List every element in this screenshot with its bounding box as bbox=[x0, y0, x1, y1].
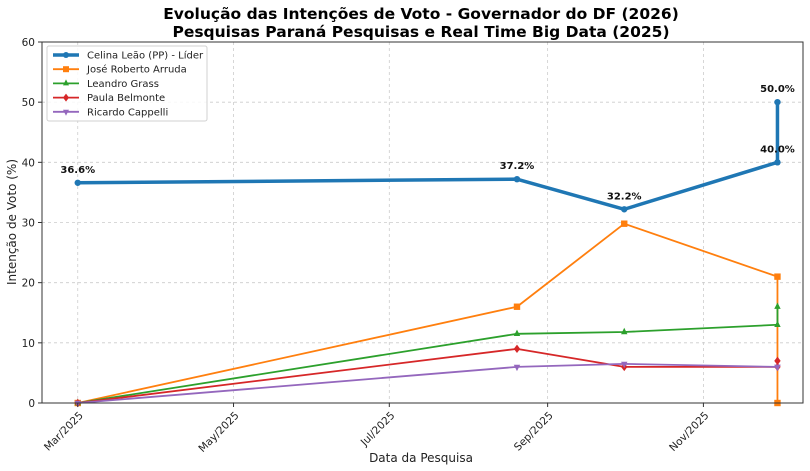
y-tick-label: 30 bbox=[22, 218, 35, 230]
chart-subtitle: Pesquisas Paraná Pesquisas e Real Time B… bbox=[172, 23, 669, 41]
x-axis-label: Data da Pesquisa bbox=[369, 451, 473, 465]
data-point bbox=[774, 356, 781, 366]
data-point bbox=[74, 179, 81, 186]
data-point bbox=[513, 344, 521, 354]
legend-label: Leandro Grass bbox=[87, 79, 159, 90]
series-celina-leao-pp-lider bbox=[74, 98, 781, 213]
data-point bbox=[513, 303, 521, 310]
legend-item: Paula Belmonte bbox=[53, 93, 165, 104]
x-tick-label: May/2025 bbox=[196, 410, 241, 455]
x-tick-label: Sep/2025 bbox=[512, 410, 556, 454]
data-point bbox=[774, 273, 781, 280]
y-axis-ticks: 0 10 20 30 40 50 60 bbox=[22, 37, 42, 410]
y-tick-label: 20 bbox=[22, 278, 35, 290]
series-jose-roberto-arruda bbox=[74, 220, 781, 407]
series-leandro-grass bbox=[74, 302, 781, 406]
data-point bbox=[621, 206, 628, 213]
data-point bbox=[63, 66, 69, 73]
data-point bbox=[621, 220, 628, 227]
data-label: 36.6% bbox=[60, 165, 95, 176]
data-point bbox=[774, 302, 781, 309]
data-point bbox=[63, 109, 69, 116]
data-point bbox=[621, 361, 628, 369]
data-point bbox=[774, 98, 781, 106]
x-tick-label: Jul/2025 bbox=[358, 410, 398, 450]
data-label: 50.0% bbox=[760, 84, 795, 95]
data-label: 40.0% bbox=[760, 144, 795, 155]
series-paula-belmonte bbox=[74, 344, 781, 408]
data-point bbox=[774, 159, 781, 166]
data-point bbox=[621, 327, 628, 335]
y-tick-label: 40 bbox=[22, 157, 35, 169]
legend-item: José Roberto Arruda bbox=[53, 64, 187, 76]
x-tick-label: Mar/2025 bbox=[42, 410, 86, 454]
legend-label: José Roberto Arruda bbox=[86, 64, 187, 76]
series-line bbox=[77, 306, 779, 404]
data-point bbox=[513, 364, 521, 372]
data-point bbox=[63, 52, 69, 58]
data-label: 37.2% bbox=[500, 161, 535, 172]
legend-label: Paula Belmonte bbox=[87, 93, 165, 104]
data-point bbox=[774, 364, 781, 372]
legend-item: Celina Leão (PP) - Líder bbox=[53, 50, 204, 62]
data-point bbox=[774, 320, 781, 327]
y-tick-label: 0 bbox=[28, 398, 35, 410]
series-ricardo-cappelli bbox=[74, 361, 781, 408]
series-line bbox=[77, 222, 779, 404]
y-axis-label: Intenção de Voto (%) bbox=[5, 159, 19, 285]
y-tick-label: 60 bbox=[22, 37, 35, 49]
legend: Celina Leão (PP) - Líder José Roberto Arr… bbox=[46, 45, 208, 122]
data-point bbox=[513, 175, 521, 183]
data-label: 32.2% bbox=[607, 191, 642, 202]
x-tick-label: Nov/2025 bbox=[667, 410, 711, 454]
legend-item: Ricardo Cappelli bbox=[53, 107, 168, 118]
data-point bbox=[513, 329, 521, 337]
data-point bbox=[63, 79, 69, 86]
legend-label: Celina Leão (PP) - Líder bbox=[87, 50, 204, 62]
legend-box bbox=[46, 45, 208, 122]
y-tick-label: 50 bbox=[22, 97, 35, 109]
data-point bbox=[63, 93, 69, 102]
legend-item: Leandro Grass bbox=[53, 79, 159, 90]
y-tick-label: 10 bbox=[22, 338, 35, 350]
chart-title: Evolução das Intenções de Voto - Governa… bbox=[163, 5, 679, 23]
legend-label: Ricardo Cappelli bbox=[87, 107, 168, 118]
series-line bbox=[77, 362, 778, 404]
x-axis-ticks: Mar/2025 May/2025 Jul/2025 Sep/2025 Nov/2025 bbox=[42, 403, 712, 455]
data-labels: 36.6% 37.2% 32.2% 40.0% 50.0% bbox=[60, 84, 794, 202]
series-layer bbox=[74, 98, 781, 408]
